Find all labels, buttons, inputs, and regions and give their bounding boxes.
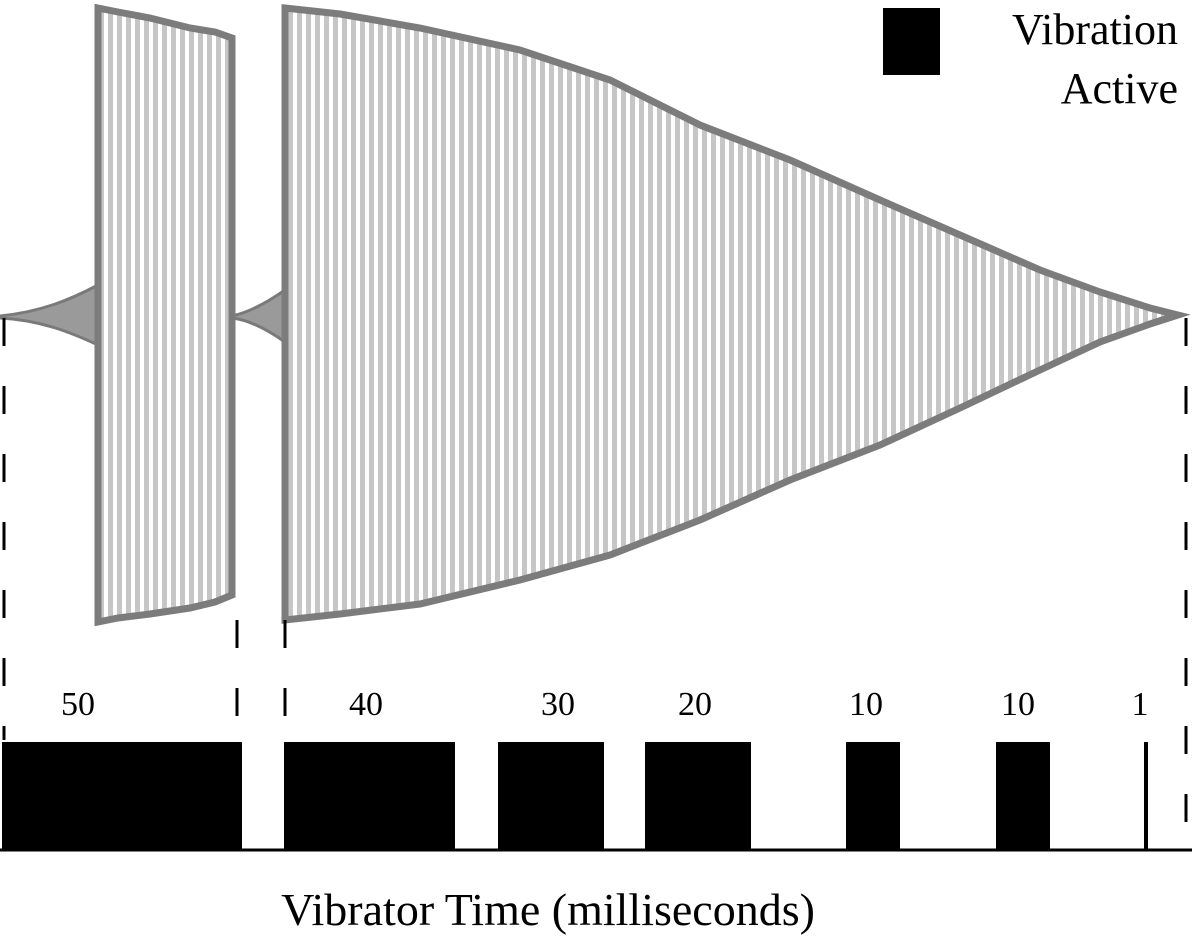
waveform-lead-in-2 [230,287,287,345]
segment-label: 50 [61,686,95,723]
active-bar-10a [846,742,900,850]
dashed-guides [2,318,1188,850]
waveform-lead-in-1 [0,282,100,348]
active-bar-10b [996,742,1050,850]
segment-label: 10 [849,686,883,723]
segment-label: 20 [678,686,712,723]
legend-line-2: Active [1061,64,1178,113]
active-bar-20 [645,742,751,850]
active-bar-40 [284,742,455,850]
waveform [0,3,1191,627]
waveform-burst-2 [281,4,1191,624]
active-bar-50 [2,742,242,850]
legend-swatch [883,8,940,75]
active-bars [2,742,1148,850]
legend-line-1: Vibration [1012,5,1178,54]
x-axis-label: Vibrator Time (milliseconds) [281,884,815,935]
segment-label: 40 [349,686,383,723]
active-bar-30 [498,742,604,850]
waveform-burst-1 [94,3,236,627]
active-bar-1 [1144,742,1148,850]
segment-labels: 50 40 30 20 10 10 1 [61,686,1149,723]
segment-label: 1 [1132,686,1149,723]
segment-label: 30 [541,686,575,723]
segment-label: 10 [1001,686,1035,723]
legend: Vibration Active [883,5,1178,113]
